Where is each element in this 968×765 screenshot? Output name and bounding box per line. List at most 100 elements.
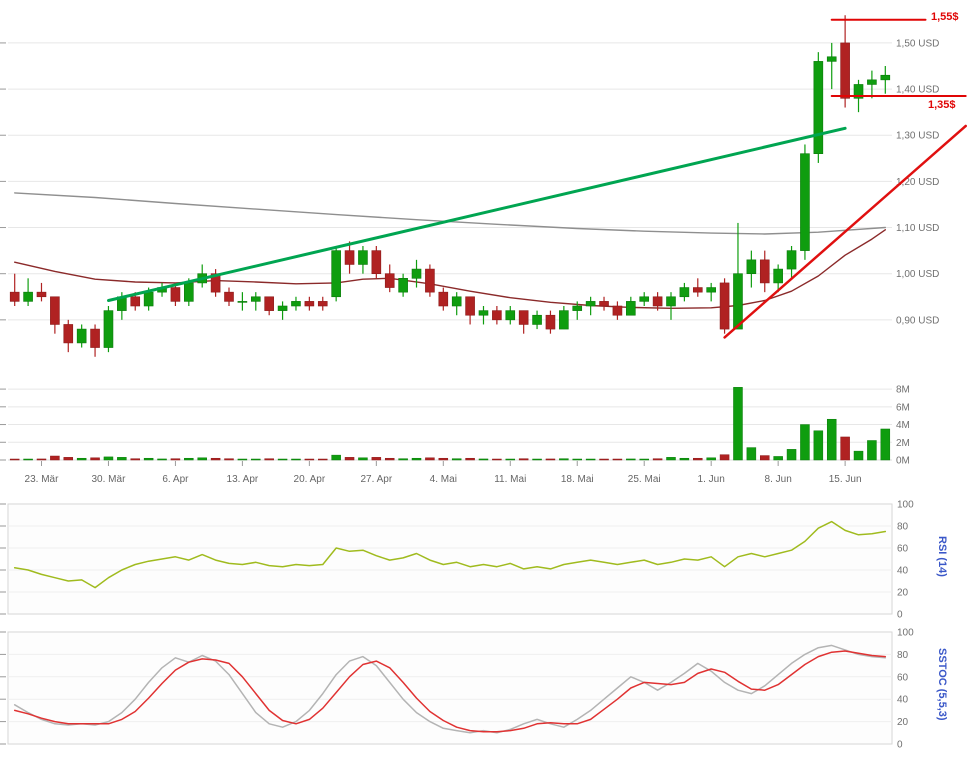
candle-down	[518, 310, 529, 325]
volume-bar	[398, 458, 408, 461]
volume-bar	[746, 447, 757, 461]
volume-bar	[733, 387, 743, 461]
volume-bar	[545, 458, 556, 461]
candle-up	[853, 84, 864, 99]
volume-panel-svg: 8M 6M 4M 2M 0M	[0, 385, 910, 467]
candle-up	[867, 79, 877, 85]
candle-up	[451, 296, 462, 307]
oscillator-axis-label: 80	[897, 522, 909, 533]
oscillator-axis-label: 40	[897, 695, 909, 706]
volume-bar	[210, 457, 221, 461]
candle-down	[612, 305, 623, 316]
candle-down	[9, 291, 20, 302]
oscillator-axis-label: 100	[897, 628, 914, 639]
volume-bar	[880, 428, 891, 461]
candle-down	[465, 296, 475, 316]
volume-axis-label: 8M	[896, 385, 910, 396]
candle-down	[599, 301, 609, 307]
candle-up	[773, 268, 783, 284]
oscillator-frame	[7, 503, 893, 615]
volume-bar	[786, 449, 797, 461]
volume-bar	[103, 456, 114, 461]
volume-bar	[197, 457, 207, 461]
volume-bar	[666, 457, 676, 461]
candle-down	[371, 250, 382, 274]
volume-axis-label: 6M	[896, 402, 910, 413]
volume-bar	[693, 457, 703, 461]
candle-down	[840, 42, 850, 99]
candle-up	[411, 268, 422, 279]
candle-up	[746, 259, 757, 274]
candle-up	[813, 61, 824, 154]
x-axis-label: 6. Apr	[162, 474, 189, 485]
volume-bar	[130, 458, 140, 461]
volume-bar	[143, 457, 154, 461]
volume-bar	[572, 458, 582, 461]
candle-down	[63, 324, 74, 344]
volume-bar	[465, 457, 475, 461]
candle-up	[826, 56, 837, 62]
oscillator-line-sstoc-k	[13, 644, 887, 734]
resistance-low-annotation: 1,35$	[928, 99, 956, 111]
candle-up	[585, 301, 596, 307]
volume-bar	[224, 458, 234, 461]
sstoc-panel-svg: 100 80 60 40 20 0	[0, 628, 914, 749]
candle-down	[36, 291, 47, 298]
candle-up	[291, 301, 301, 307]
trendline-support	[107, 126, 847, 302]
oscillator-axis-label: 20	[897, 717, 909, 728]
volume-bar	[358, 457, 368, 461]
x-axis-label: 30. Mär	[91, 474, 126, 485]
x-axis-label: 1. Jun	[697, 474, 725, 485]
volume-bar	[76, 457, 87, 461]
price-axis-label: 1,20 USD	[896, 177, 939, 188]
volume-bar	[237, 458, 248, 461]
volume-bar	[599, 458, 609, 461]
volume-bar	[184, 457, 194, 461]
volume-bar	[719, 454, 730, 461]
volume-bar	[853, 450, 864, 461]
volume-bar	[170, 458, 181, 461]
volume-bar	[532, 458, 542, 461]
volume-bar	[706, 457, 716, 461]
x-axis-label: 20. Apr	[293, 474, 326, 485]
price-axis-label: 1,00 USD	[896, 269, 939, 280]
trendline-rally	[723, 124, 967, 339]
x-axis-label: 25. Mai	[627, 474, 661, 485]
candle-down	[130, 296, 141, 307]
candle-up	[277, 305, 288, 311]
x-axis: 23. Mär 30. Mär 6. Apr 13. Apr 20. Apr 27. Ap…	[0, 468, 968, 492]
volume-bar	[840, 436, 850, 461]
candle-down	[384, 273, 395, 288]
volume-bar	[478, 458, 489, 461]
candle-up	[800, 153, 810, 251]
volume-bar	[411, 457, 422, 461]
candle-up	[331, 250, 341, 298]
candle-down	[317, 301, 328, 307]
volume-bar	[679, 457, 690, 461]
candle-up	[559, 310, 569, 330]
candle-up	[505, 310, 516, 321]
volume-bar	[612, 458, 623, 461]
candle-down	[224, 291, 234, 302]
candle-up	[786, 250, 797, 270]
volume-bar	[251, 458, 261, 461]
candle-up	[639, 296, 650, 302]
candle-up	[250, 296, 261, 302]
candle-down	[50, 296, 60, 325]
candle-down	[344, 250, 355, 265]
candle-up	[103, 310, 114, 348]
volume-bar	[318, 458, 328, 461]
price-axis-label: 1,50 USD	[896, 38, 939, 49]
volume-bar	[157, 458, 167, 461]
candle-up	[666, 296, 676, 307]
candle-down	[492, 310, 502, 321]
volume-bar	[585, 458, 596, 461]
candle-down	[425, 268, 435, 293]
x-axis-label: 23. Mär	[24, 474, 59, 485]
candle-down	[438, 291, 449, 307]
oscillator-axis-label: 0	[897, 740, 903, 749]
ma-long-line	[13, 192, 886, 235]
candle-up	[880, 74, 891, 81]
